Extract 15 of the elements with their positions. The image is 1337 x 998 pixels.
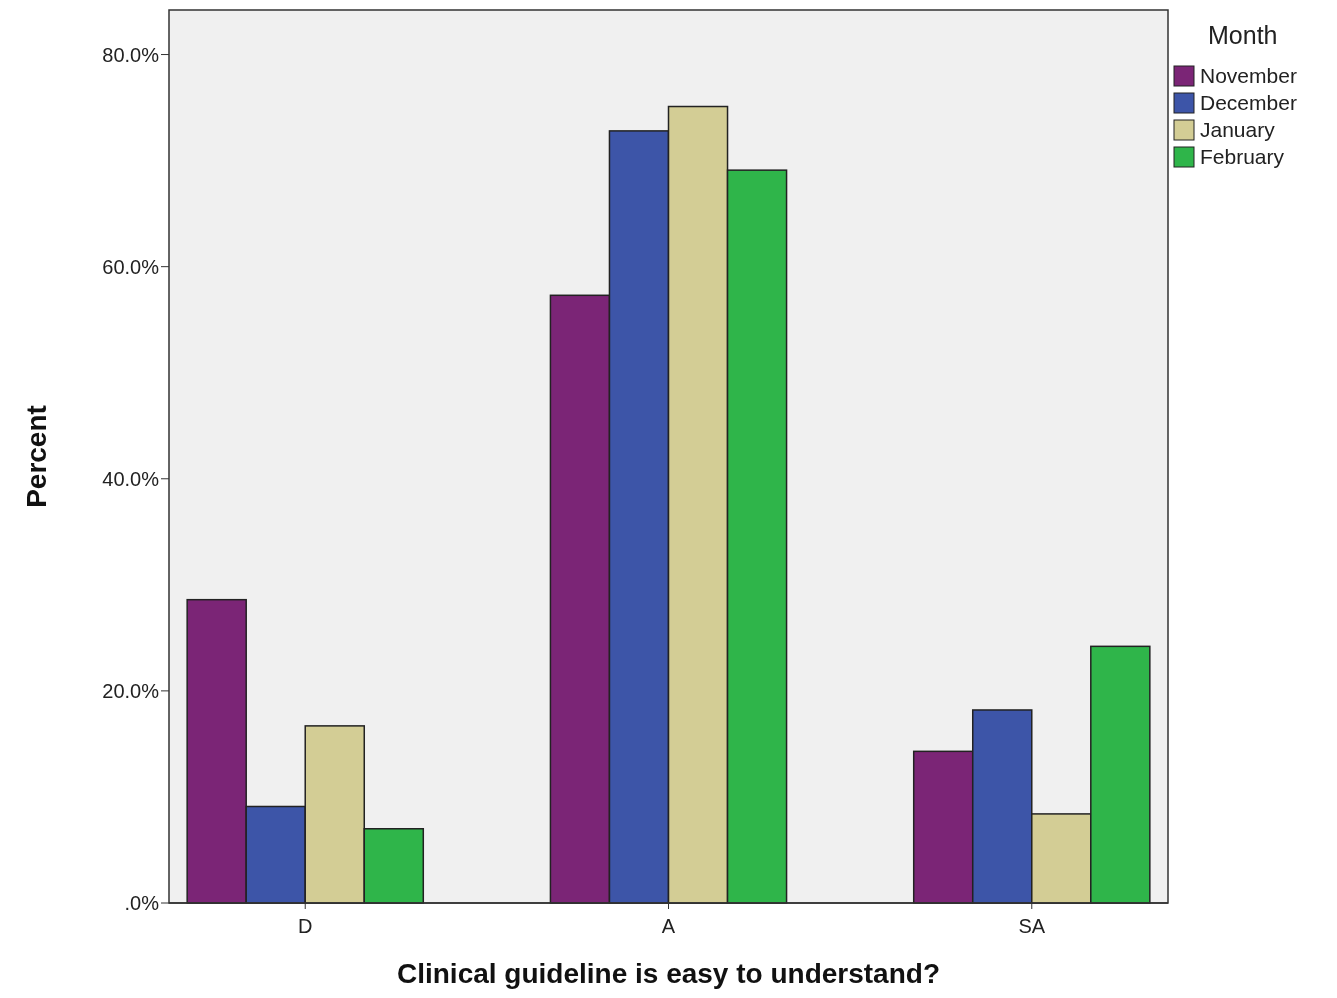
legend-title: Month — [1208, 21, 1278, 49]
legend-label: February — [1200, 145, 1285, 169]
legend-label: December — [1200, 91, 1297, 115]
y-tick-label: .0% — [124, 892, 160, 914]
y-tick-label: 20.0% — [102, 679, 160, 702]
x-axis-title: Clinical guideline is easy to understand? — [396, 958, 941, 989]
legend-label: January — [1200, 118, 1276, 142]
y-tick-label: 80.0% — [102, 43, 160, 66]
y-tick-label: 40.0% — [102, 467, 160, 490]
x-tick-label: A — [661, 915, 676, 937]
x-tick-label: SA — [1018, 915, 1046, 937]
y-tick-label: 60.0% — [102, 255, 160, 278]
legend-label: November — [1200, 64, 1297, 88]
x-tick-label: D — [298, 915, 313, 937]
y-axis-title: Percent — [21, 405, 52, 508]
